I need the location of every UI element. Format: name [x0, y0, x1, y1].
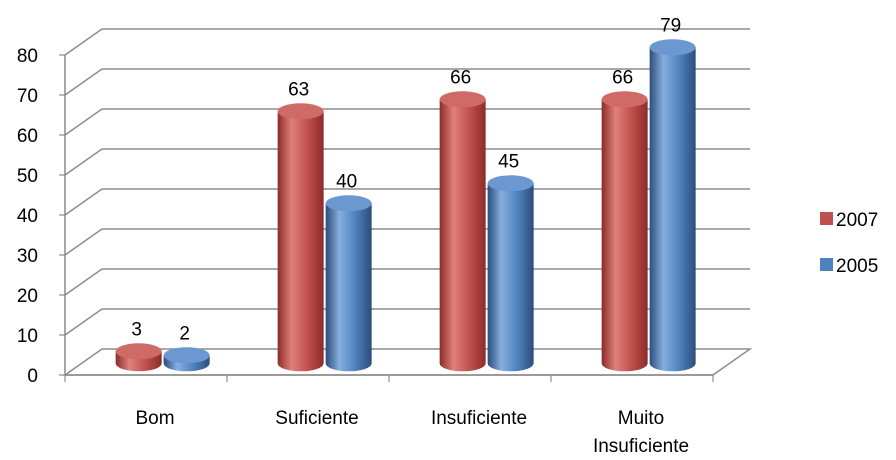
y-tick-label: 0 — [27, 366, 38, 387]
data-label: 45 — [498, 151, 519, 172]
bar-body — [277, 111, 324, 372]
bar-top — [325, 195, 372, 212]
bar — [115, 343, 162, 372]
bar-body — [325, 203, 372, 372]
data-labels: 3 63 66 66 2 40 45 79 — [131, 15, 681, 344]
y-tick-label: 20 — [17, 286, 38, 307]
data-label: 66 — [612, 67, 633, 88]
bar-top — [487, 175, 534, 192]
bars — [115, 39, 696, 372]
gridline-side — [64, 228, 103, 256]
x-tick-label: Suficiente — [275, 408, 358, 429]
x-tick-label: Bom — [135, 408, 174, 429]
y-tick-label: 50 — [17, 166, 38, 187]
bar — [649, 39, 696, 372]
gridline-side — [64, 148, 103, 176]
bar-body — [649, 47, 696, 372]
y-tick-label: 10 — [17, 326, 38, 347]
bar-top — [163, 347, 210, 364]
bar — [439, 91, 486, 372]
bar-top — [649, 39, 696, 56]
gridline-side — [64, 188, 103, 216]
data-label: 2 — [179, 323, 190, 344]
bar — [487, 175, 534, 372]
bar-body — [487, 183, 534, 372]
bar — [277, 103, 324, 372]
y-tick-label: 80 — [17, 46, 38, 67]
bar-body — [439, 99, 486, 372]
data-label: 66 — [450, 67, 471, 88]
axes: 0 10 20 30 40 50 60 70 80 Bom Suficiente Insuficien… — [17, 46, 714, 457]
bar-body — [601, 99, 648, 372]
gridline-side — [64, 28, 103, 56]
legend-swatch — [820, 258, 833, 271]
y-tick-label: 30 — [17, 246, 38, 267]
x-tick-label: Insuficiente — [431, 408, 527, 429]
gridline-side — [64, 268, 103, 296]
y-tick-label: 60 — [17, 126, 38, 147]
bar — [601, 91, 648, 372]
y-tick-label: 40 — [17, 206, 38, 227]
legend-item: 2005 — [820, 256, 878, 277]
legend-label: 2005 — [836, 256, 878, 277]
data-label: 3 — [131, 319, 142, 340]
bar-top — [115, 343, 162, 360]
bar-top — [277, 103, 324, 120]
bar-top — [439, 91, 486, 108]
gridline-side — [64, 308, 103, 336]
legend-item: 2007 — [820, 210, 878, 231]
x-tick-label: Muito Insuficiente — [593, 408, 689, 457]
legend: 2007 2005 — [820, 210, 878, 277]
bar — [163, 347, 210, 372]
bar — [325, 195, 372, 372]
gridline-side — [64, 108, 103, 136]
legend-swatch — [820, 212, 833, 225]
data-label: 40 — [336, 171, 357, 192]
gridline-side — [64, 68, 103, 96]
legend-label: 2007 — [836, 210, 878, 231]
data-label: 79 — [660, 15, 681, 36]
data-label: 63 — [288, 79, 309, 100]
bar-top — [601, 91, 648, 108]
y-tick-label: 70 — [17, 86, 38, 107]
